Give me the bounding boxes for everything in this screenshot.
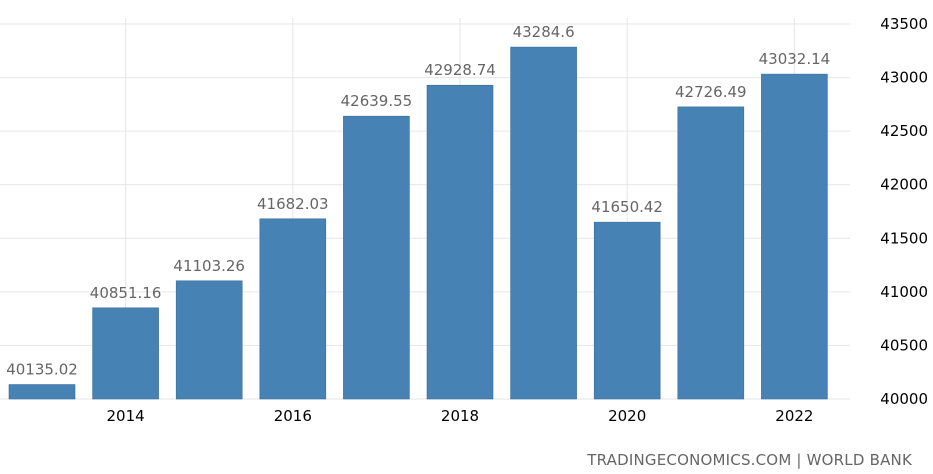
bar-2016 xyxy=(259,218,327,400)
x-tick-label: 2014 xyxy=(107,407,145,425)
data-label: 43284.6 xyxy=(513,23,575,41)
y-tick-label: 41500 xyxy=(880,229,928,247)
bar-2020 xyxy=(593,221,661,400)
data-label: 41650.42 xyxy=(591,198,663,216)
y-tick-label: 41000 xyxy=(880,283,928,301)
y-tick-label: 43500 xyxy=(880,15,928,33)
bar-2021 xyxy=(677,106,745,400)
bar-2015 xyxy=(175,280,243,400)
x-tick-label: 2020 xyxy=(608,407,646,425)
y-tick-label: 43000 xyxy=(880,69,928,87)
y-axis: 40000 40500 41000 41500 42000 42500 43000 43500 xyxy=(880,15,928,408)
bar-2018 xyxy=(426,84,494,400)
bar-2014 xyxy=(92,307,159,400)
source-credit: TRADINGECONOMICS.COM | WORLD BANK xyxy=(587,451,912,469)
y-tick-label: 40500 xyxy=(880,336,928,354)
bar-2017 xyxy=(343,115,410,400)
x-axis: 2014 2016 2018 2020 2022 xyxy=(107,407,814,425)
data-label: 41682.03 xyxy=(257,195,329,213)
data-label: 43032.14 xyxy=(759,50,831,68)
x-tick-label: 2022 xyxy=(775,407,813,425)
bars xyxy=(8,46,828,400)
bar-2022 xyxy=(761,73,828,400)
data-labels: 40135.02 40851.16 41103.26 41682.03 42639.55… xyxy=(6,23,830,378)
bar-2013 xyxy=(8,384,76,400)
data-label: 40135.02 xyxy=(6,361,78,379)
y-tick-label: 40000 xyxy=(880,390,928,408)
x-tick-label: 2018 xyxy=(441,407,479,425)
data-label: 42726.49 xyxy=(675,83,747,101)
y-tick-label: 42500 xyxy=(880,122,928,140)
x-tick-label: 2016 xyxy=(274,407,312,425)
data-label: 42639.55 xyxy=(341,92,413,110)
data-label: 41103.26 xyxy=(173,257,245,275)
data-label: 42928.74 xyxy=(424,61,496,79)
bar-2019 xyxy=(510,46,577,400)
y-tick-label: 42000 xyxy=(880,176,928,194)
data-label: 40851.16 xyxy=(90,284,162,302)
